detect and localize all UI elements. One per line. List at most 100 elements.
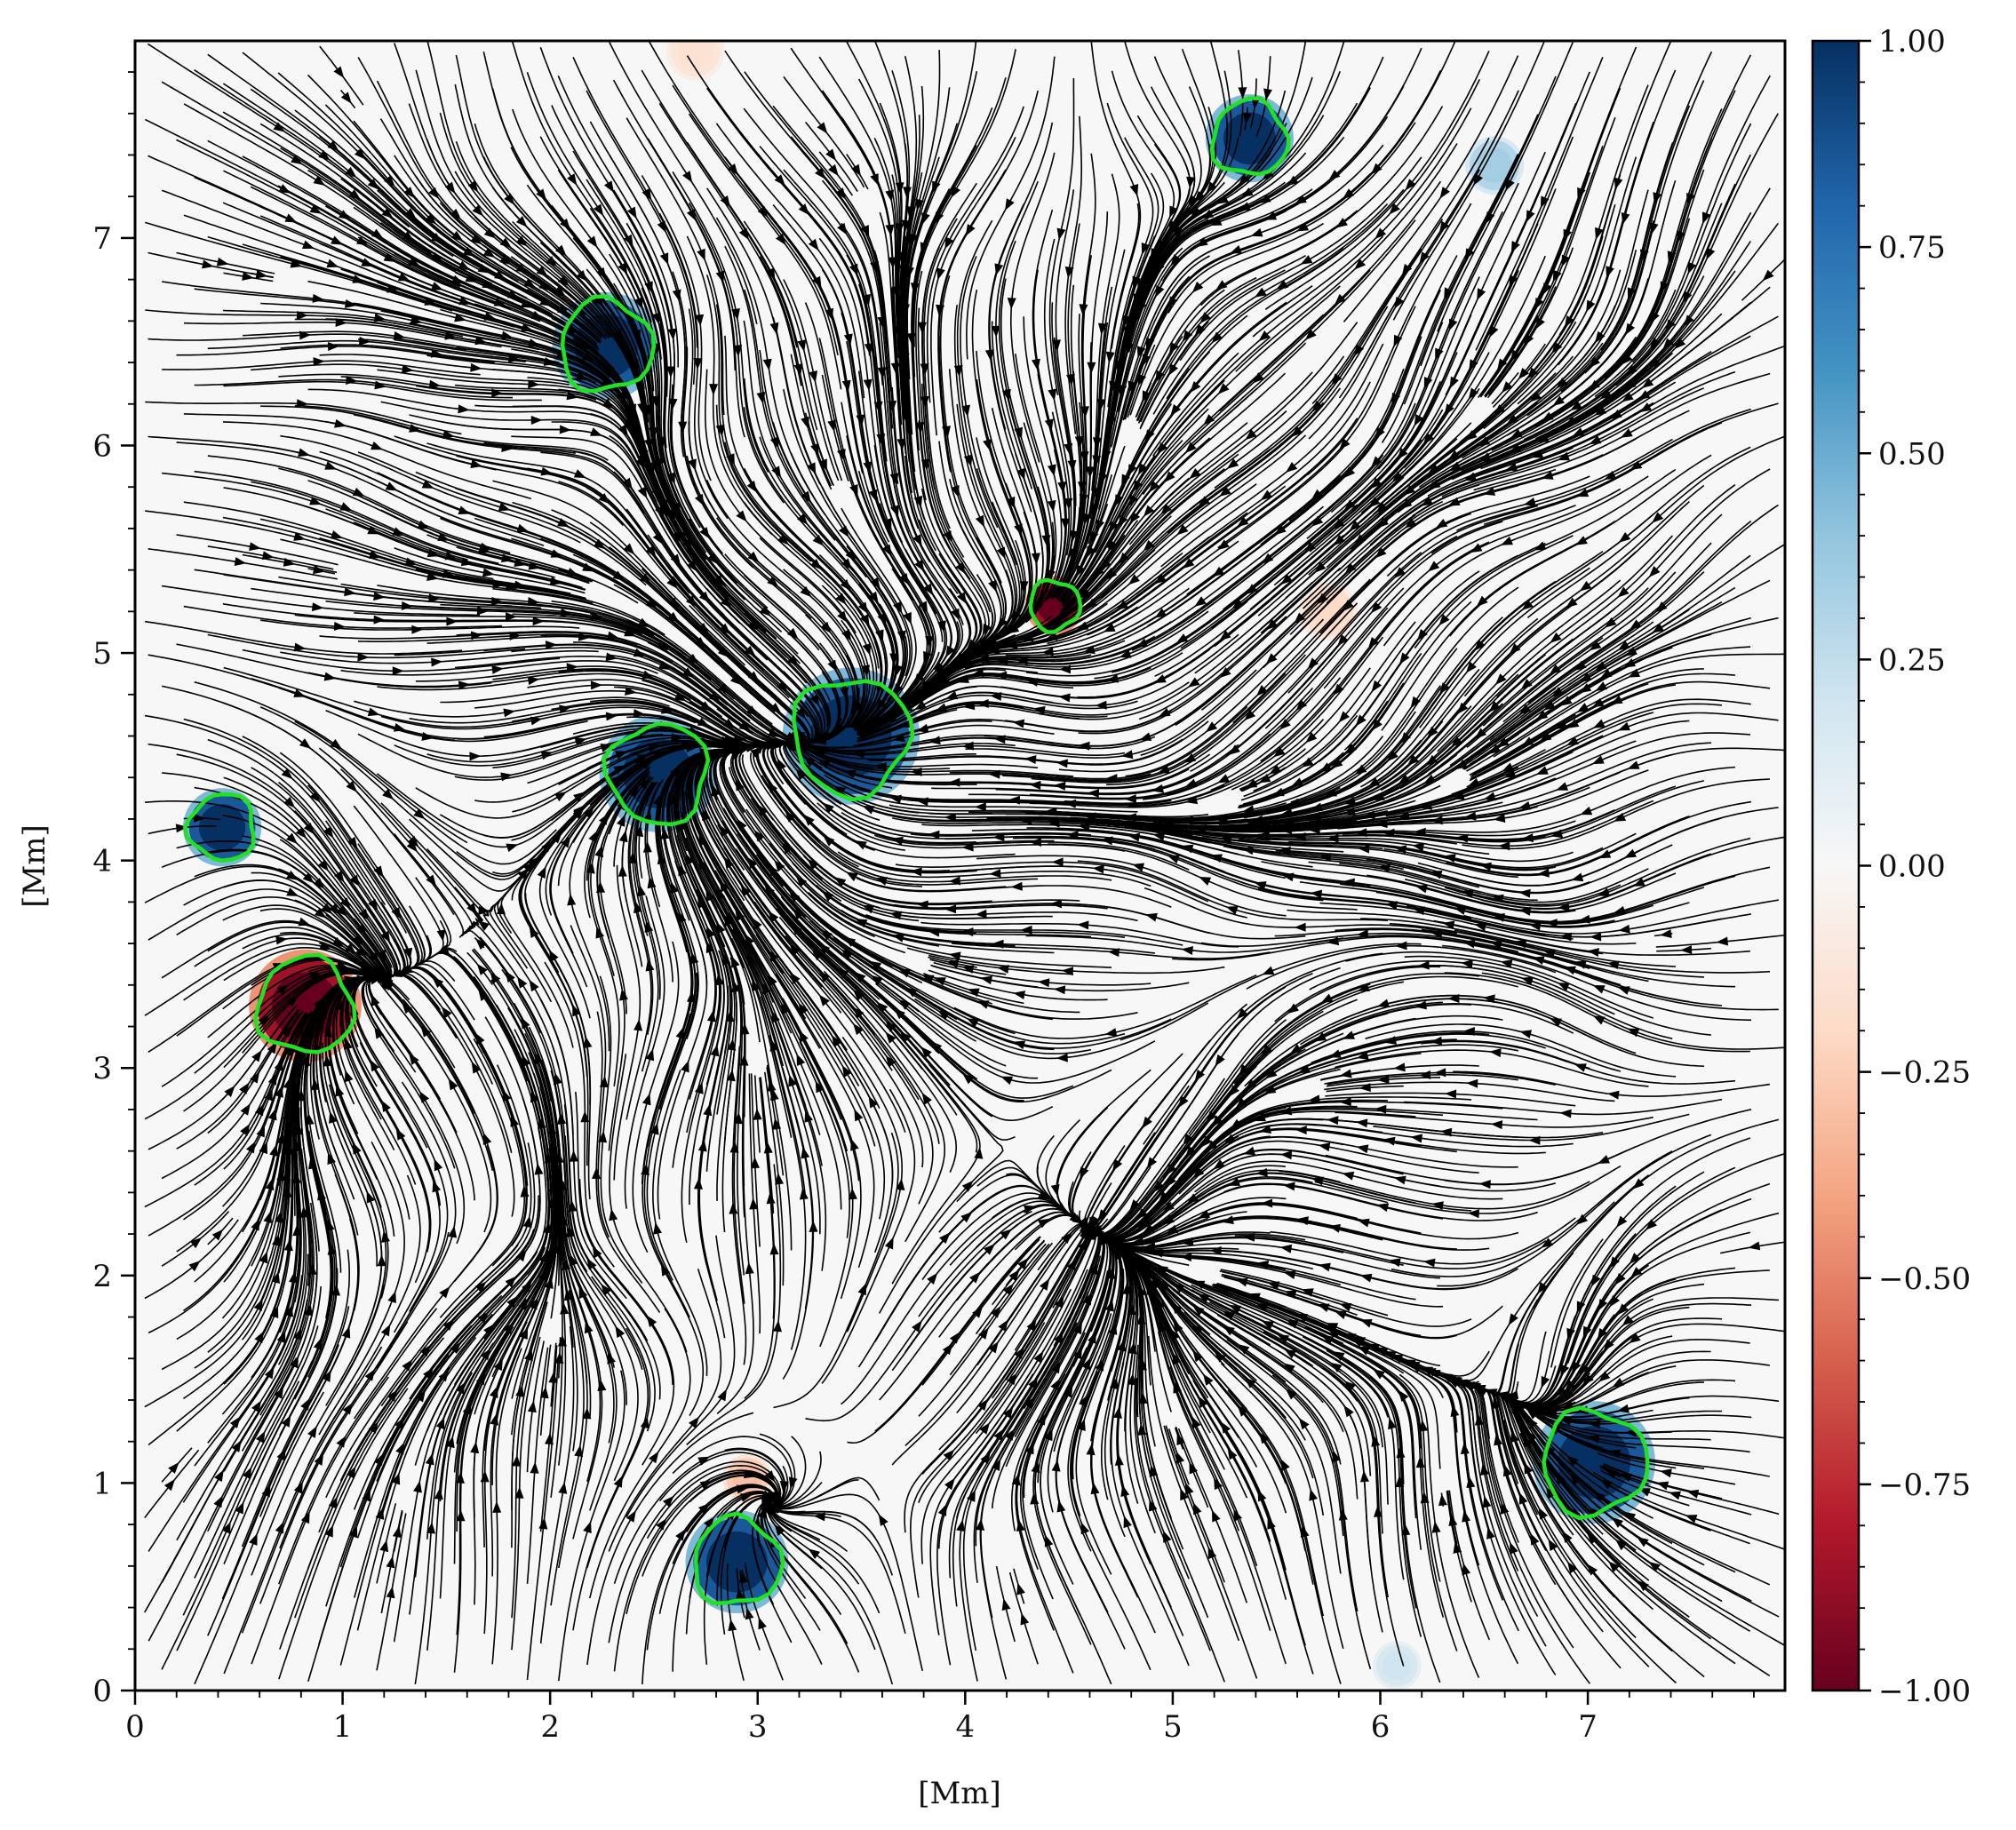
streamline-arrow-936: [797, 339, 807, 353]
streamline-arrow-695: [699, 1480, 713, 1490]
streamline-arrow-851: [653, 1221, 663, 1235]
streamline-arrow-932: [801, 490, 811, 504]
streamline-arrow-452: [518, 1298, 529, 1311]
streamline-arrow-612: [516, 976, 528, 989]
streamline-arrow-183: [283, 557, 296, 567]
streamline-arrow-1285: [917, 322, 927, 334]
streamline-arrow-776: [744, 645, 756, 657]
streamline-arrow-813: [647, 876, 657, 889]
streamline-arrow-1163: [781, 842, 793, 855]
streamline-arrow-1329: [1047, 500, 1056, 513]
streamline-arrow-234: [417, 520, 430, 529]
streamline-arrow-764: [628, 852, 637, 863]
streamline-arrow-1264: [823, 835, 835, 847]
streamline-arrow-333: [498, 502, 511, 512]
streamline-arrow-647: [640, 1416, 649, 1429]
streamline-arrow-927: [835, 593, 847, 605]
streamline-arrow-258: [294, 1123, 304, 1135]
streamline-arrow-388: [521, 322, 534, 332]
streamline-arrow-779: [713, 575, 725, 586]
streamline-arrow-1366: [893, 733, 905, 743]
streamline-arrow-286: [470, 362, 482, 372]
streamline-arrow-487: [521, 298, 533, 308]
streamline-arrow-491: [546, 256, 558, 267]
streamline-arrow-834: [678, 421, 688, 434]
streamline-arrow-657: [553, 1072, 562, 1086]
streamline-arrow-32: [293, 642, 307, 652]
streamline-arrow-692: [641, 187, 652, 201]
streamline-arrow-29: [281, 768, 293, 780]
streamline-arrow-836: [733, 345, 743, 357]
streamline-arrow-384: [530, 415, 543, 425]
streamline-arrow-1316: [843, 769, 857, 779]
streamline-arrow-51: [235, 1501, 244, 1515]
streamline-arrow-1140: [878, 1514, 888, 1526]
streamline-arrow-0: [221, 1521, 231, 1534]
streamline-arrow-643: [603, 180, 614, 193]
streamline-arrow-1223: [935, 666, 947, 679]
streamline-arrow-276: [458, 680, 471, 690]
streamline-arrow-1435: [1064, 266, 1074, 279]
streamline-arrow-639: [633, 297, 643, 310]
streamline-arrow-529: [528, 561, 541, 570]
streamline-arrow-785: [668, 398, 678, 410]
streamline-arrow-660: [529, 979, 539, 992]
streamline-arrow-1266: [833, 785, 847, 796]
streamline-arrow-460: [374, 1026, 385, 1039]
streamline-arrow-524: [625, 686, 637, 696]
streamline-arrow-400: [455, 1381, 466, 1395]
streamline-arrow-598: [582, 1407, 592, 1420]
streamline-arrow-839: [775, 233, 786, 246]
streamline-arrow-983: [809, 370, 818, 383]
streamline-arrow-763: [618, 864, 627, 877]
streamline-arrow-561: [441, 1006, 452, 1019]
streamline-arrow-1330: [1047, 464, 1056, 477]
streamline-arrow-1336: [944, 236, 954, 250]
streamline-arrow-1058: [768, 974, 777, 987]
streamline-arrow-955: [763, 1142, 773, 1154]
streamline-arrow-833: [688, 458, 697, 472]
streamline-arrow-788: [715, 270, 725, 283]
streamline-arrow-840: [757, 205, 769, 219]
streamline-arrow-956: [772, 1118, 782, 1130]
streamline-arrow-127: [323, 826, 334, 839]
streamline-arrow-1296: [1082, 1293, 1091, 1306]
streamline-arrow-201: [346, 1466, 356, 1479]
streamline-arrow-359: [335, 1084, 345, 1097]
streamline-arrow-375: [530, 716, 543, 726]
streamline-arrow-1356: [898, 999, 911, 1010]
streamline-arrow-87: [324, 461, 338, 470]
streamline-arrow-385: [528, 379, 540, 389]
streamline-arrow-1084: [873, 401, 883, 414]
streamline-arrow-148: [327, 140, 339, 152]
streamline-arrow-476: [607, 631, 619, 640]
streamline-arrow-204: [364, 1369, 375, 1381]
streamline-arrow-251: [402, 1359, 413, 1372]
streamline-arrow-890: [798, 203, 809, 216]
streamline-arrow-146: [348, 189, 362, 200]
streamline-arrow-408: [380, 1100, 391, 1112]
streamline-arrow-755: [641, 1093, 651, 1106]
streamline-arrow-544: [536, 188, 547, 201]
streamline-arrow-601: [560, 1302, 570, 1315]
streamline-arrow-1292: [1016, 1582, 1025, 1595]
streamline-arrow-237: [428, 379, 442, 389]
streamline-arrow-489: [515, 263, 529, 274]
streamline-arrow-349: [379, 1540, 389, 1553]
streamline-arrow-294: [403, 187, 415, 199]
streamline-arrow-1074: [889, 653, 899, 665]
streamline-arrow-1207: [852, 989, 865, 1001]
streamline-arrow-753: [592, 1167, 602, 1180]
streamline-arrow-92: [344, 298, 357, 308]
streamline-arrow-1012: [723, 856, 734, 870]
streamline-arrow-422: [554, 792, 567, 802]
streamline-arrow-1154: [885, 1054, 896, 1068]
streamline-arrow-860: [706, 926, 715, 939]
streamline-arrow-1315: [862, 806, 875, 815]
streamline-arrow-459: [370, 1059, 380, 1072]
streamline-arrow-1387: [1005, 198, 1015, 211]
streamline-arrow-717: [616, 814, 626, 827]
streamline-arrow-933: [771, 465, 782, 479]
streamline-arrow-786: [693, 357, 703, 370]
streamline-arrow-1305: [899, 1030, 912, 1043]
